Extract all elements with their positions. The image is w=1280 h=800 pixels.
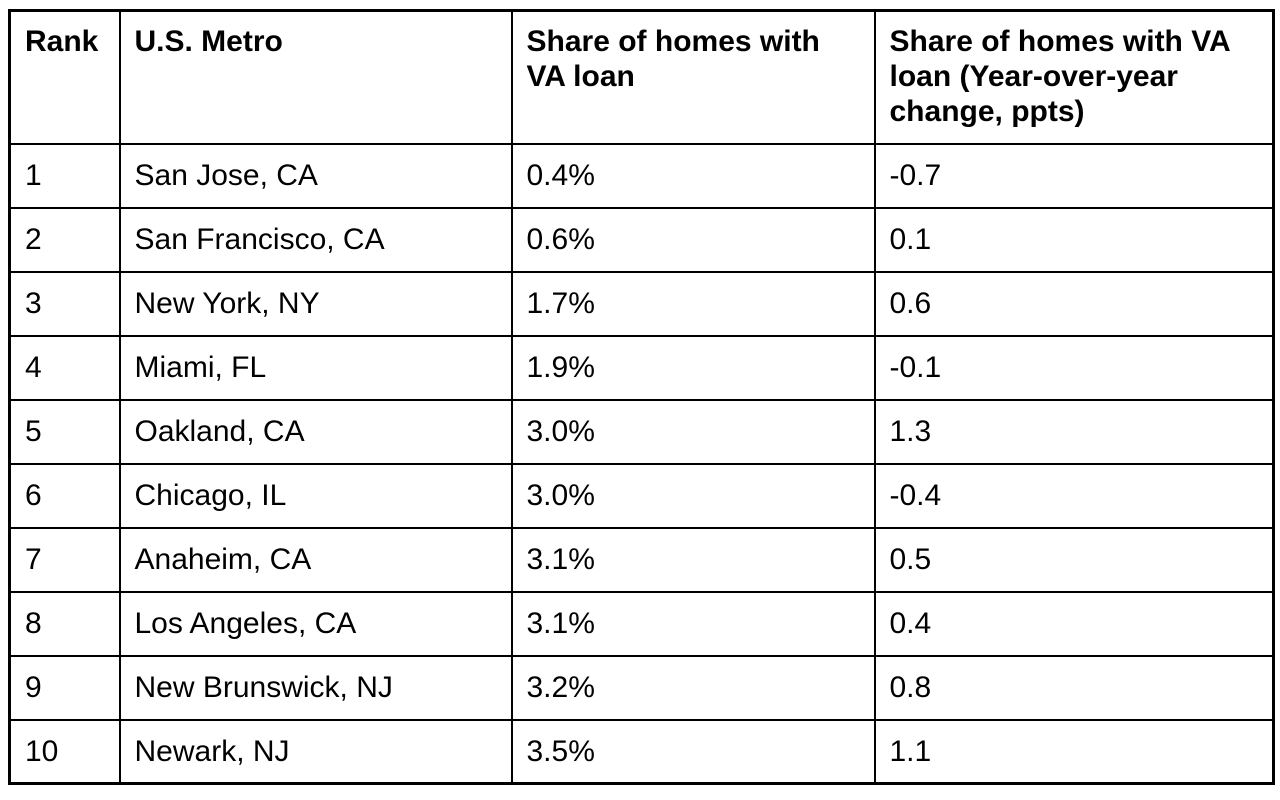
table-row: 9 New Brunswick, NJ 3.2% 0.8 — [8, 654, 1275, 721]
metro-cell: Newark, NJ — [118, 718, 513, 785]
yoy-cell: -0.4 — [873, 462, 1275, 529]
share-cell: 3.5% — [510, 718, 876, 785]
table-row: 10 Newark, NJ 3.5% 1.1 — [8, 718, 1275, 785]
share-cell: 3.1% — [510, 590, 876, 657]
rank-cell: 7 — [8, 526, 121, 593]
rank-cell: 2 — [8, 206, 121, 273]
yoy-cell: 0.1 — [873, 206, 1275, 273]
rank-cell: 1 — [8, 142, 121, 209]
yoy-cell: 0.6 — [873, 270, 1275, 337]
metro-cell: Chicago, IL — [118, 462, 513, 529]
header-cell-metro: U.S. Metro — [118, 9, 513, 145]
yoy-cell: 0.5 — [873, 526, 1275, 593]
header-cell-yoy: Share of homes with VA loan (Year-over-y… — [873, 9, 1275, 145]
va-loan-share-table: Rank U.S. Metro Share of homes with VA l… — [8, 9, 1275, 785]
yoy-cell: 0.8 — [873, 654, 1275, 721]
rank-cell: 3 — [8, 270, 121, 337]
rank-cell: 8 — [8, 590, 121, 657]
metro-cell: Anaheim, CA — [118, 526, 513, 593]
yoy-cell: 1.3 — [873, 398, 1275, 465]
rank-cell: 5 — [8, 398, 121, 465]
metro-cell: New Brunswick, NJ — [118, 654, 513, 721]
table-body: 1 San Jose, CA 0.4% -0.7 2 San Francisco, CA 0… — [8, 142, 1275, 785]
table-row: 6 Chicago, IL 3.0% -0.4 — [8, 462, 1275, 529]
yoy-cell: -0.7 — [873, 142, 1275, 209]
header-cell-rank: Rank — [8, 9, 121, 145]
share-cell: 0.4% — [510, 142, 876, 209]
share-cell: 3.2% — [510, 654, 876, 721]
share-cell: 3.1% — [510, 526, 876, 593]
table-row: 3 New York, NY 1.7% 0.6 — [8, 270, 1275, 337]
table-row: 8 Los Angeles, CA 3.1% 0.4 — [8, 590, 1275, 657]
metro-cell: San Jose, CA — [118, 142, 513, 209]
yoy-cell: -0.1 — [873, 334, 1275, 401]
rank-cell: 4 — [8, 334, 121, 401]
yoy-cell: 0.4 — [873, 590, 1275, 657]
table-row: 4 Miami, FL 1.9% -0.1 — [8, 334, 1275, 401]
metro-cell: New York, NY — [118, 270, 513, 337]
table-row: 1 San Jose, CA 0.4% -0.7 — [8, 142, 1275, 209]
share-cell: 1.7% — [510, 270, 876, 337]
rank-cell: 6 — [8, 462, 121, 529]
header-row: Rank U.S. Metro Share of homes with VA l… — [8, 9, 1275, 145]
share-cell: 1.9% — [510, 334, 876, 401]
table-row: 2 San Francisco, CA 0.6% 0.1 — [8, 206, 1275, 273]
share-cell: 0.6% — [510, 206, 876, 273]
rank-cell: 9 — [8, 654, 121, 721]
metro-cell: Oakland, CA — [118, 398, 513, 465]
metro-cell: San Francisco, CA — [118, 206, 513, 273]
metro-cell: Miami, FL — [118, 334, 513, 401]
metro-cell: Los Angeles, CA — [118, 590, 513, 657]
table-row: 7 Anaheim, CA 3.1% 0.5 — [8, 526, 1275, 593]
share-cell: 3.0% — [510, 462, 876, 529]
rank-cell: 10 — [8, 718, 121, 785]
yoy-cell: 1.1 — [873, 718, 1275, 785]
va-loan-table-container: Rank U.S. Metro Share of homes with VA l… — [8, 9, 1275, 785]
table-row: 5 Oakland, CA 3.0% 1.3 — [8, 398, 1275, 465]
share-cell: 3.0% — [510, 398, 876, 465]
header-cell-share: Share of homes with VA loan — [510, 9, 876, 145]
